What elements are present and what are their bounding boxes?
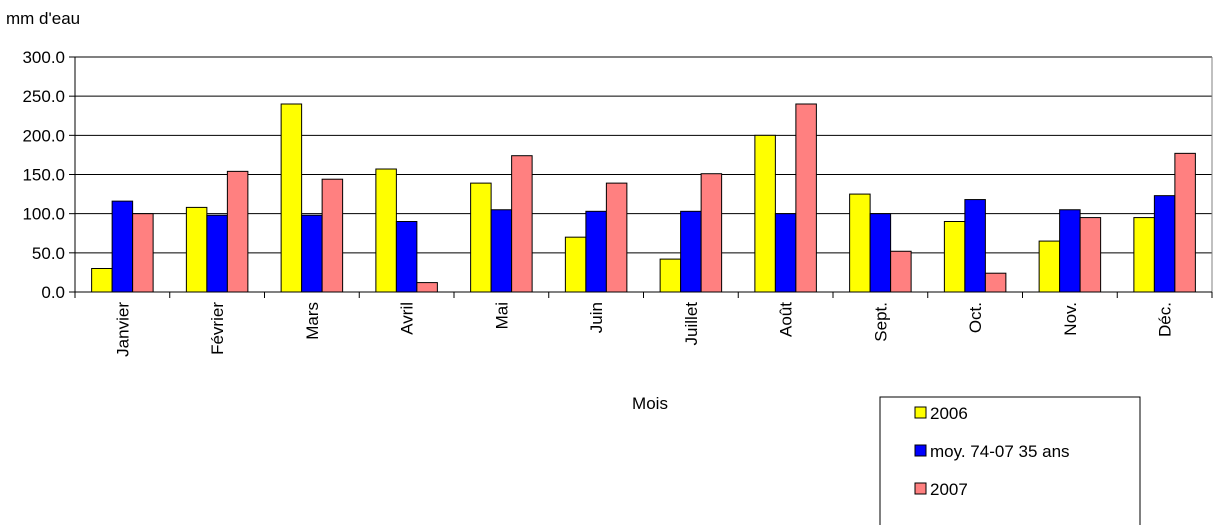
bar-1-5 xyxy=(470,182,492,293)
axes xyxy=(69,56,1213,298)
bar-3-3 xyxy=(321,178,344,293)
bar-2-2 xyxy=(206,214,228,293)
bar-3-1 xyxy=(132,213,154,293)
bar-2-12 xyxy=(1153,195,1176,293)
bar-1-4 xyxy=(375,168,397,293)
bar-3-5 xyxy=(511,155,533,293)
bar-1-12 xyxy=(1133,217,1155,293)
x-tick-label: Avril xyxy=(398,302,417,335)
y-axis-title: mm d'eau xyxy=(6,9,80,28)
legend-swatch xyxy=(914,482,927,495)
x-tick-label: Février xyxy=(208,302,227,355)
bar-3-7 xyxy=(700,173,723,293)
legend-label: 2006 xyxy=(930,404,968,423)
bar-1-8 xyxy=(754,134,776,293)
bar-3-9 xyxy=(890,250,912,293)
bar-1-6 xyxy=(564,236,587,293)
x-tick-label: Sept. xyxy=(871,302,890,342)
bar-3-4 xyxy=(416,282,438,293)
x-tick-label: Juillet xyxy=(682,302,701,346)
y-tick-label: 50.0 xyxy=(32,244,65,263)
x-tick-label: Nov. xyxy=(1061,302,1080,336)
y-tick-label: 0.0 xyxy=(41,283,65,302)
bars xyxy=(91,103,1196,293)
bar-3-10 xyxy=(984,272,1007,293)
bar-1-11 xyxy=(1038,240,1061,293)
bar-3-8 xyxy=(795,103,817,293)
bar-2-7 xyxy=(680,210,702,293)
bar-2-11 xyxy=(1059,209,1081,293)
x-tick-label: Août xyxy=(777,302,796,337)
bar-1-10 xyxy=(943,221,966,293)
bar-1-2 xyxy=(185,206,208,293)
bar-2-8 xyxy=(774,213,797,293)
x-tick-label: Oct. xyxy=(966,302,985,333)
y-tick-label: 200.0 xyxy=(22,126,65,145)
bar-2-9 xyxy=(869,213,892,293)
bar-3-11 xyxy=(1079,217,1102,293)
grid-lines xyxy=(75,56,1212,254)
bar-1-1 xyxy=(91,268,113,293)
legend-swatch xyxy=(914,406,927,419)
y-axis-ticks: 0.0 50.0 100.0 150.0 200.0 250.0 300.0 xyxy=(22,48,65,302)
x-axis-title: Mois xyxy=(632,394,668,413)
bar-2-6 xyxy=(585,210,607,293)
bar-2-1 xyxy=(111,200,134,293)
bar-2-5 xyxy=(490,209,513,293)
bar-3-6 xyxy=(605,182,628,293)
bar-1-7 xyxy=(659,258,682,293)
x-tick-label: Mars xyxy=(303,302,322,340)
legend-swatch xyxy=(914,444,927,457)
legend: 2006 moy. 74-07 35 ans 2007 xyxy=(879,396,1141,525)
y-tick-label: 150.0 xyxy=(22,166,65,185)
bar-2-4 xyxy=(395,221,418,293)
bar-3-12 xyxy=(1174,152,1196,293)
legend-label: 2007 xyxy=(930,480,968,499)
bar-2-10 xyxy=(964,199,986,293)
x-axis-ticks: Janvier Février Mars Avril Mai Juin Juillet Aoû… xyxy=(113,302,1174,357)
x-tick-label: Déc. xyxy=(1156,302,1175,337)
bar-2-3 xyxy=(301,214,323,293)
x-tick-label: Juin xyxy=(587,302,606,333)
y-tick-label: 250.0 xyxy=(22,87,65,106)
x-tick-label: Mai xyxy=(492,302,511,329)
legend-label: moy. 74-07 35 ans xyxy=(930,442,1070,461)
y-tick-label: 300.0 xyxy=(22,48,65,67)
y-tick-label: 100.0 xyxy=(22,205,65,224)
bar-1-9 xyxy=(849,193,871,293)
bar-1-3 xyxy=(280,103,303,293)
bar-3-2 xyxy=(226,170,249,293)
x-tick-label: Janvier xyxy=(113,302,132,357)
